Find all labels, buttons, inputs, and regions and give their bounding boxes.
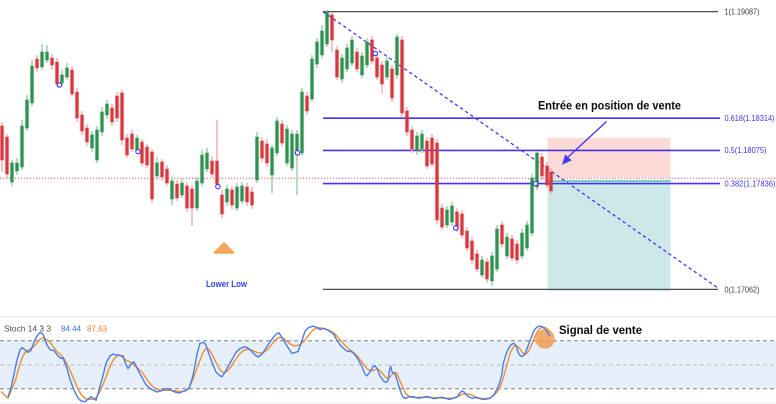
svg-text:Entrée en position de vente: Entrée en position de vente: [538, 101, 681, 113]
svg-text:Signal de vente: Signal de vente: [559, 323, 642, 337]
svg-text:0.618(1.18314): 0.618(1.18314): [725, 114, 775, 123]
svg-text:1(1.19087): 1(1.19087): [725, 8, 760, 17]
svg-text:0.5(1.18075): 0.5(1.18075): [725, 146, 767, 155]
svg-text:84.44: 84.44: [61, 325, 82, 334]
svg-text:0.382(1.17836): 0.382(1.17836): [725, 179, 776, 188]
svg-text:Stoch 14 3 3: Stoch 14 3 3: [4, 325, 52, 334]
svg-text:0(1.17062): 0(1.17062): [725, 285, 760, 294]
svg-text:Lower Low: Lower Low: [206, 279, 248, 289]
svg-text:87.63: 87.63: [87, 325, 108, 334]
